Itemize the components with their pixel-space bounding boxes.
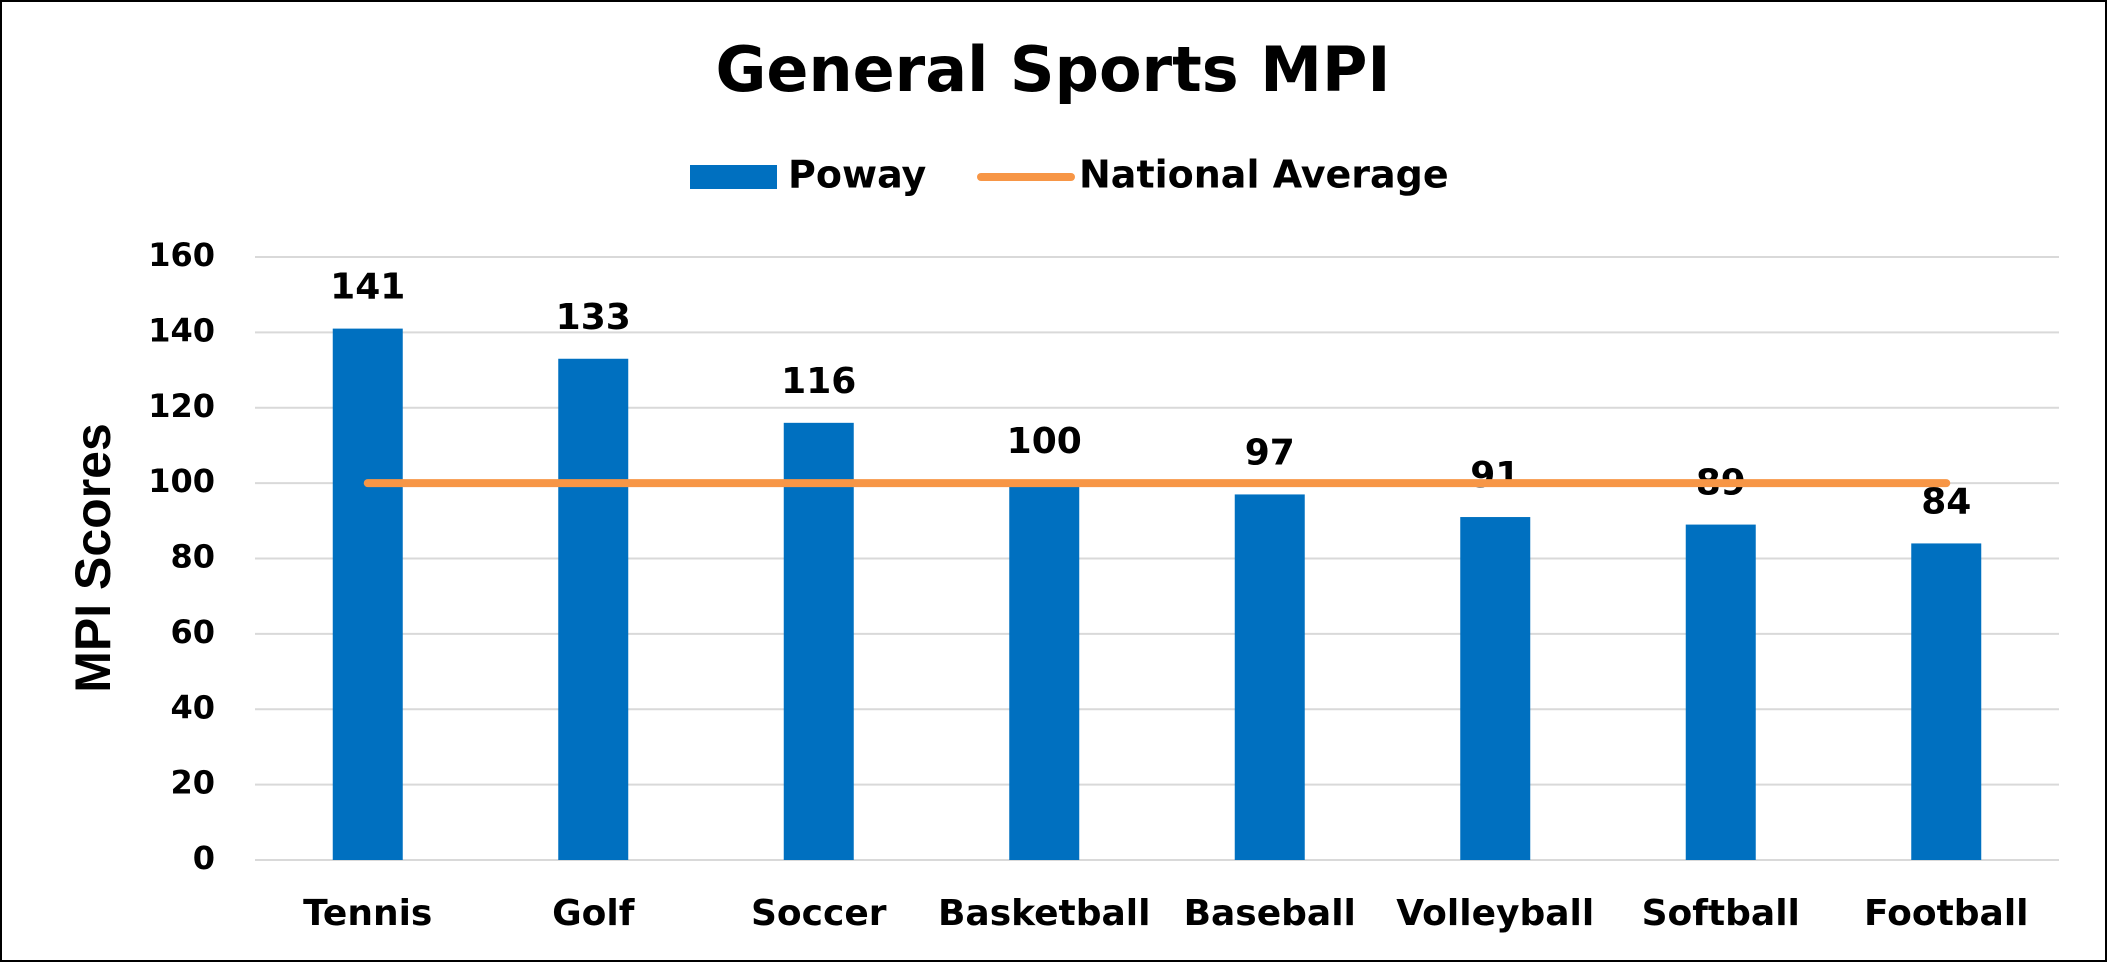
x-tick-label: Tennis [303,893,432,934]
data-label: 100 [1007,421,1082,462]
y-tick-label: 0 [193,839,215,877]
bar [1685,524,1756,860]
legend-label: National Average [1079,153,1449,197]
data-label: 91 [1470,455,1520,496]
data-label: 116 [781,361,856,402]
x-tick-label: Soccer [751,893,887,934]
bar [558,358,629,860]
y-tick-label: 100 [148,462,215,500]
data-label: 84 [1921,481,1971,522]
x-tick-label: Basketball [938,893,1151,934]
x-tick-label: Baseball [1184,893,1356,934]
bar [783,422,854,860]
y-tick-label: 40 [170,688,215,726]
legend-label: Poway [788,153,927,197]
y-axis-title: MPI Scores [65,423,121,693]
y-tick-label: 80 [170,538,215,576]
x-tick-label: Golf [552,893,635,934]
data-label: 97 [1245,432,1295,473]
y-tick-label: 120 [148,387,215,425]
x-tick-label: Softball [1642,893,1800,934]
y-tick-label: 20 [170,764,215,802]
x-tick-label: Football [1864,893,2029,934]
data-label: 141 [330,267,405,308]
data-label: 133 [556,297,631,338]
bar [1911,543,1982,860]
y-tick-label: 140 [148,311,215,349]
bar [332,328,403,860]
bar [1460,517,1531,860]
chart-title: General Sports MPI [716,33,1391,106]
bar [1009,483,1080,860]
y-tick-label: 60 [170,613,215,651]
bar [1234,494,1305,860]
y-tick-label: 160 [148,236,215,274]
x-tick-label: Volleyball [1396,893,1594,934]
legend-swatch [690,165,777,189]
